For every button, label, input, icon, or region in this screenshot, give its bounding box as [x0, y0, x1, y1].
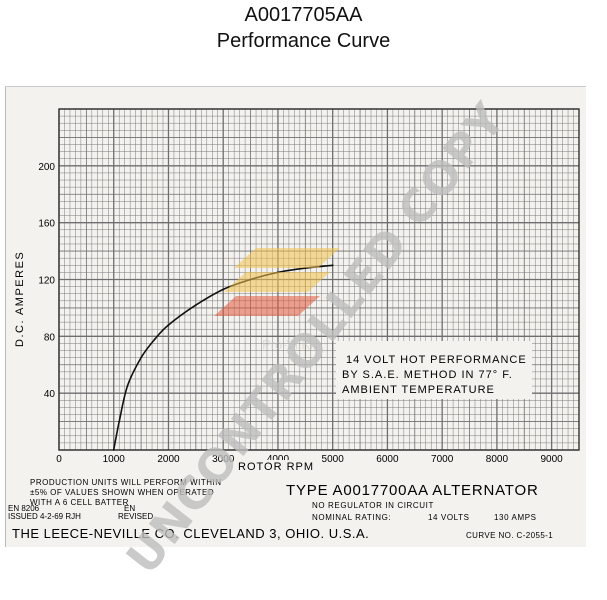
- performance-curve-sheet: 0 1000 2000 3000 4000 5000 6000 7000 8000 9000 40 8…: [5, 86, 586, 547]
- data-point: [249, 278, 252, 281]
- y-tick-label: 120: [38, 276, 55, 287]
- x-tick-label: 2000: [157, 454, 180, 465]
- x-tick-label: 4000: [267, 454, 290, 465]
- chart-grid: [58, 108, 580, 451]
- plot-frame: [58, 108, 580, 451]
- nominal-volts: 14 VOLTS: [428, 513, 470, 522]
- part-number-title: A0017705AA: [244, 4, 363, 26]
- series-line: [112, 264, 333, 451]
- production-line-3: WITH A 6 CELL BATTER: [30, 498, 129, 507]
- data-point: [140, 356, 143, 359]
- data-point: [153, 338, 156, 341]
- en-label: EN: [124, 504, 135, 513]
- en-number: EN 8206: [8, 504, 40, 513]
- y-axis-label: D.C. AMPERES: [14, 251, 26, 347]
- x-tick-label: 5000: [322, 454, 345, 465]
- x-tick-label: 1000: [103, 454, 126, 465]
- data-point: [194, 304, 197, 306]
- performance-curve-subtitle: Performance Curve: [216, 30, 391, 52]
- production-line-2: ±5% OF VALUES SHOWN WHEN OPERATED: [30, 488, 214, 497]
- y-tick-label: 160: [38, 219, 55, 230]
- annotation-box: 14 VOLT HOT PERFORMANCE BY S.A.E. METHOD…: [336, 341, 532, 399]
- x-tick-label: 6000: [376, 454, 399, 465]
- annotation-line-1: 14 VOLT HOT PERFORMANCE: [346, 354, 527, 366]
- revised-label: REVISED: [118, 512, 153, 521]
- annotation-line-2: BY S.A.E. METHOD IN 77° F.: [342, 369, 513, 381]
- data-point: [167, 324, 170, 326]
- curve-number: CURVE NO. C-2055-1: [466, 531, 553, 540]
- data-point: [112, 449, 115, 451]
- nominal-rating-label: NOMINAL RATING:: [312, 513, 391, 522]
- x-tick-label: 0: [56, 454, 62, 465]
- x-tick-label: 3000: [212, 454, 235, 465]
- data-point: [331, 264, 334, 267]
- nominal-amps: 130 AMPS: [494, 513, 537, 522]
- footer-block: PRODUCTION UNITS WILL PERFORM WITHIN ±5%…: [8, 478, 553, 541]
- y-tick-label: 200: [38, 162, 55, 173]
- issued-line: ISSUED 4-2-69 RJH: [8, 512, 81, 521]
- company-line: THE LEECE-NEVILLE CO. CLEVELAND 3, OHIO.…: [12, 526, 369, 541]
- y-tick-label: 80: [44, 332, 56, 343]
- production-line-1: PRODUCTION UNITS WILL PERFORM WITHIN: [30, 478, 221, 487]
- data-point: [277, 271, 279, 274]
- performance-chart: 0 1000 2000 3000 4000 5000 6000 7000 8000 9000 40 8…: [8, 108, 580, 541]
- data-point: [126, 385, 129, 387]
- annotation-line-3: AMBIENT TEMPERATURE: [342, 384, 495, 396]
- data-point: [222, 288, 225, 291]
- data-point: [118, 420, 121, 423]
- x-tick-label: 8000: [486, 454, 509, 465]
- data-point: [304, 267, 307, 270]
- x-tick-label: 7000: [431, 454, 454, 465]
- chart-axes: 0 1000 2000 3000 4000 5000 6000 7000 8000 9000 40 8…: [38, 162, 563, 465]
- y-tick-label: 40: [44, 389, 56, 400]
- x-tick-label: 9000: [541, 454, 564, 465]
- type-title: TYPE A0017700AA ALTERNATOR: [286, 482, 539, 499]
- no-regulator-note: NO REGULATOR IN CIRCUIT: [312, 501, 434, 510]
- x-axis-label: ROTOR RPM: [238, 461, 314, 473]
